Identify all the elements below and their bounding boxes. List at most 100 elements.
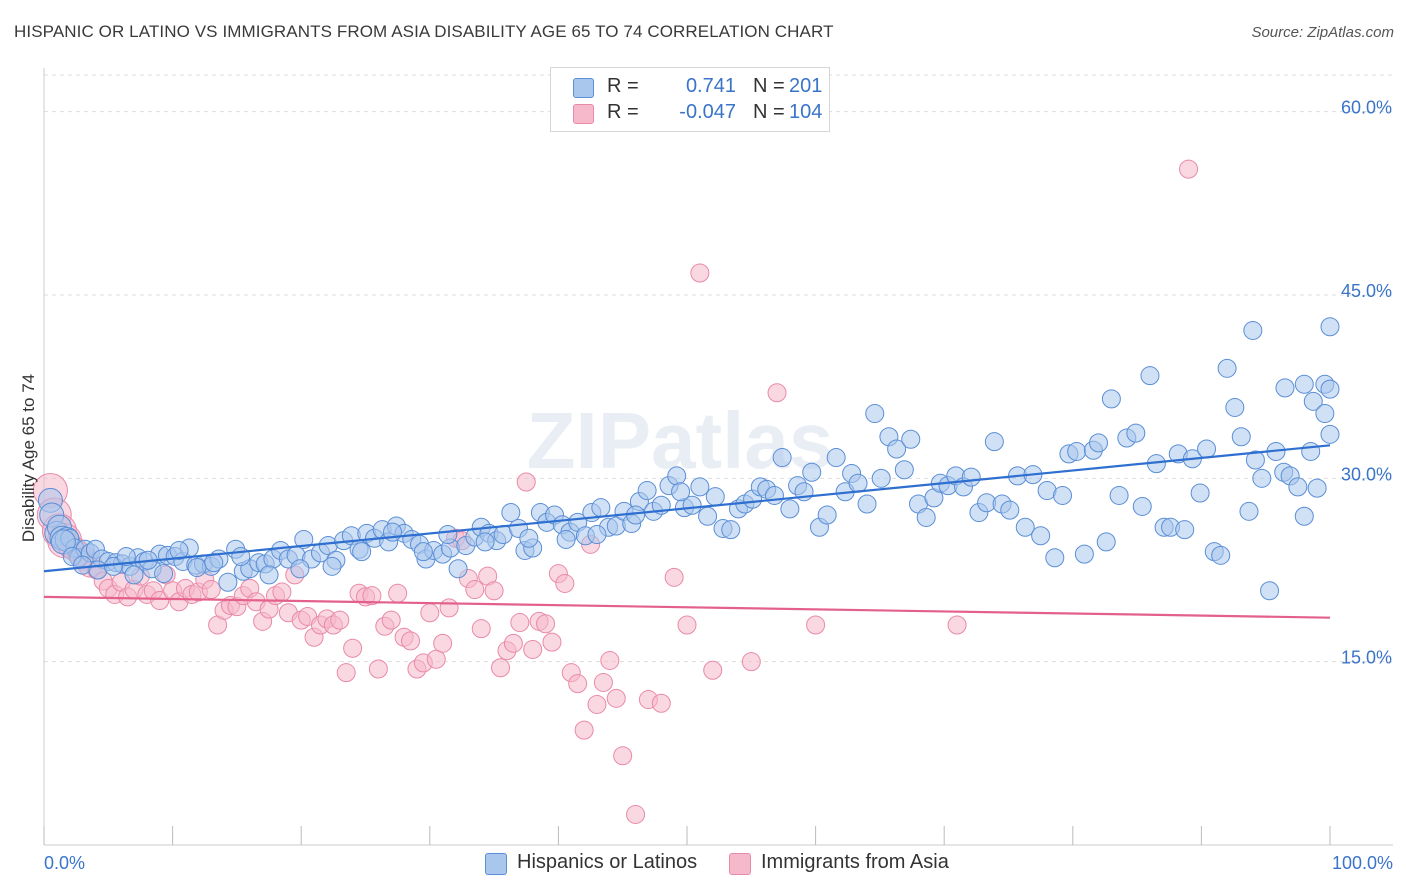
data-point-hispanics-or-latinos <box>448 559 468 579</box>
data-point-hispanics-or-latinos <box>169 540 189 560</box>
trend-line-hispanics-or-latinos <box>43 444 1331 573</box>
data-point-immigrants-from-asia <box>767 383 787 403</box>
data-point-hispanics-or-latinos <box>871 468 891 488</box>
data-point-hispanics-or-latinos <box>705 487 725 507</box>
data-point-hispanics-or-latinos <box>1315 404 1335 424</box>
data-point-hispanics-or-latinos <box>1197 439 1217 459</box>
data-point-immigrants-from-asia <box>484 581 504 601</box>
data-point-immigrants-from-asia <box>150 591 170 611</box>
data-point-hispanics-or-latinos <box>865 404 885 424</box>
data-point-hispanics-or-latinos <box>294 529 314 549</box>
data-point-hispanics-or-latinos <box>1175 520 1195 540</box>
data-point-hispanics-or-latinos <box>1053 485 1073 505</box>
legend-n-label: N = <box>753 75 785 97</box>
data-point-immigrants-from-asia <box>677 615 697 635</box>
data-point-hispanics-or-latinos <box>1101 389 1121 409</box>
data-point-hispanics-or-latinos <box>556 529 576 549</box>
data-point-hispanics-or-latinos <box>698 506 718 526</box>
data-point-immigrants-from-asia <box>626 804 646 824</box>
data-point-hispanics-or-latinos <box>887 439 907 459</box>
y-tick-label: 30.0% <box>1341 464 1392 484</box>
data-point-immigrants-from-asia <box>587 694 607 714</box>
data-point-immigrants-from-asia <box>606 688 626 708</box>
data-point-hispanics-or-latinos <box>857 494 877 514</box>
data-point-immigrants-from-asia <box>613 746 633 766</box>
data-point-hispanics-or-latinos <box>1275 378 1295 398</box>
data-point-hispanics-or-latinos <box>984 432 1004 452</box>
data-point-hispanics-or-latinos <box>802 462 822 482</box>
data-point-hispanics-or-latinos <box>1031 526 1051 546</box>
data-point-hispanics-or-latinos <box>961 467 981 487</box>
data-point-hispanics-or-latinos <box>848 473 868 493</box>
data-point-immigrants-from-asia <box>433 633 453 653</box>
data-point-hispanics-or-latinos <box>1307 478 1327 498</box>
data-point-hispanics-or-latinos <box>721 520 741 540</box>
bottom-legend-swatch-pink <box>729 853 751 875</box>
data-point-hispanics-or-latinos <box>637 481 657 501</box>
data-point-hispanics-or-latinos <box>894 460 914 480</box>
data-point-hispanics-or-latinos <box>1126 423 1146 443</box>
chart-title: HISPANIC OR LATINO VS IMMIGRANTS FROM AS… <box>14 22 834 41</box>
data-point-hispanics-or-latinos <box>1074 544 1094 564</box>
data-point-hispanics-or-latinos <box>116 547 136 567</box>
legend-swatch-pink <box>573 104 594 124</box>
data-point-immigrants-from-asia <box>465 580 485 600</box>
data-point-hispanics-or-latinos <box>764 485 784 505</box>
legend-swatch-blue <box>573 78 594 98</box>
data-point-hispanics-or-latinos <box>259 565 279 585</box>
data-point-hispanics-or-latinos <box>1211 545 1231 565</box>
legend-n-value: 201 <box>789 75 823 97</box>
data-point-immigrants-from-asia <box>368 659 388 679</box>
data-point-hispanics-or-latinos <box>1067 441 1087 461</box>
bottom-legend-label: Immigrants from Asia <box>761 851 949 873</box>
data-point-hispanics-or-latinos <box>780 499 800 519</box>
data-point-immigrants-from-asia <box>516 472 536 492</box>
axes <box>43 68 1393 846</box>
y-tick-label: 45.0% <box>1341 281 1392 301</box>
trend-line-immigrants-from-asia <box>43 595 1331 619</box>
data-point-hispanics-or-latinos <box>690 477 710 497</box>
data-point-hispanics-or-latinos <box>817 505 837 525</box>
data-point-hispanics-or-latinos <box>772 448 792 468</box>
data-point-hispanics-or-latinos <box>591 498 611 518</box>
data-point-immigrants-from-asia <box>330 610 350 630</box>
data-point-hispanics-or-latinos <box>154 564 174 584</box>
series-hispanics-or-latinos <box>37 317 1340 601</box>
y-axis-title: Disability Age 65 to 74 <box>19 374 38 542</box>
legend-r-label: R = <box>607 101 639 123</box>
data-point-hispanics-or-latinos <box>438 525 458 545</box>
data-point-hispanics-or-latinos <box>916 507 936 527</box>
data-point-immigrants-from-asia <box>510 613 530 633</box>
data-point-hispanics-or-latinos <box>1288 477 1308 497</box>
data-point-hispanics-or-latinos <box>218 572 238 592</box>
data-point-hispanics-or-latinos <box>1245 450 1265 470</box>
data-point-hispanics-or-latinos <box>124 565 144 585</box>
data-point-immigrants-from-asia <box>555 573 575 593</box>
data-point-immigrants-from-asia <box>703 660 723 680</box>
data-point-immigrants-from-asia <box>593 672 613 692</box>
data-point-hispanics-or-latinos <box>587 525 607 545</box>
data-point-immigrants-from-asia <box>439 598 459 618</box>
data-point-hispanics-or-latinos <box>413 542 433 562</box>
data-point-hispanics-or-latinos <box>88 560 108 580</box>
data-point-immigrants-from-asia <box>690 263 710 283</box>
data-point-hispanics-or-latinos <box>1320 424 1340 444</box>
data-point-hispanics-or-latinos <box>1239 501 1259 521</box>
data-point-hispanics-or-latinos <box>1089 433 1109 453</box>
data-point-hispanics-or-latinos <box>290 559 310 579</box>
data-point-hispanics-or-latinos <box>1096 532 1116 552</box>
data-point-hispanics-or-latinos <box>1190 483 1210 503</box>
data-point-immigrants-from-asia <box>947 615 967 635</box>
data-point-immigrants-from-asia <box>362 586 382 606</box>
data-point-immigrants-from-asia <box>201 580 221 600</box>
data-point-immigrants-from-asia <box>491 658 511 678</box>
y-tick-label: 60.0% <box>1341 98 1392 118</box>
data-point-hispanics-or-latinos <box>1231 427 1251 447</box>
data-point-hispanics-or-latinos <box>682 495 702 515</box>
data-point-hispanics-or-latinos <box>1301 441 1321 461</box>
x-tick-label-max: 100.0% <box>1332 853 1393 873</box>
data-point-hispanics-or-latinos <box>1320 317 1340 337</box>
data-point-hispanics-or-latinos <box>501 503 521 523</box>
data-point-immigrants-from-asia <box>741 652 761 672</box>
data-point-hispanics-or-latinos <box>1320 379 1340 399</box>
